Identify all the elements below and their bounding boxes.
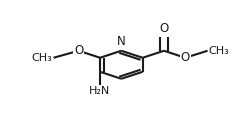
- Text: O: O: [181, 51, 190, 64]
- Text: CH₃: CH₃: [32, 53, 52, 63]
- Text: O: O: [74, 44, 83, 57]
- Text: N: N: [117, 35, 126, 48]
- Text: O: O: [159, 22, 168, 35]
- Text: CH₃: CH₃: [208, 46, 229, 56]
- Text: H₂N: H₂N: [88, 86, 110, 96]
